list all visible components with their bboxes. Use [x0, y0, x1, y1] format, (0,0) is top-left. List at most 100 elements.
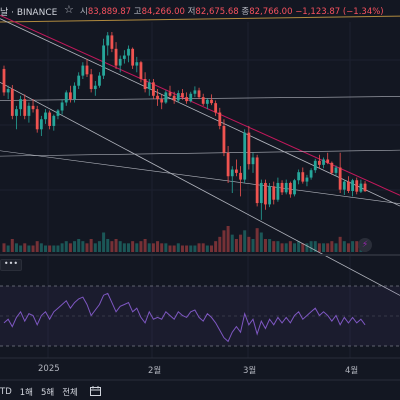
candle-body	[235, 169, 238, 173]
volume-bar	[10, 239, 14, 252]
open-label: 시	[80, 7, 88, 17]
candle-body	[355, 180, 359, 192]
volume-bar	[168, 245, 172, 252]
volume-bar	[255, 228, 259, 252]
volume-bar	[226, 226, 230, 252]
volume-bar	[127, 243, 130, 252]
calendar-range-icon[interactable]	[90, 386, 101, 396]
candle-body	[98, 75, 101, 86]
volume-bar	[342, 241, 346, 252]
change-value: −1,123.87 (−1.34%)	[295, 7, 384, 17]
candle-body	[77, 75, 81, 86]
volume-bar	[64, 241, 68, 252]
candle-body	[73, 85, 76, 100]
volume-bars	[2, 226, 367, 252]
candle-body	[6, 89, 10, 93]
volume-bar	[85, 243, 89, 252]
volume-bar	[263, 239, 267, 252]
symbol-label[interactable]: 날 · BINANCE	[0, 8, 58, 18]
volume-bar	[280, 243, 284, 252]
candle-body	[255, 157, 259, 204]
candle-body	[313, 160, 317, 171]
candle-body	[131, 48, 135, 66]
candle-body	[268, 186, 271, 205]
volume-bar	[139, 241, 143, 252]
candle-body	[44, 112, 47, 120]
candle-body	[10, 89, 14, 116]
candle-body	[102, 45, 105, 76]
candle-body	[23, 99, 27, 116]
range-5y[interactable]: 5해	[40, 388, 55, 398]
volume-bar	[193, 245, 197, 252]
volume-bar	[326, 243, 330, 252]
candle-body	[251, 157, 255, 165]
volume-bar	[68, 243, 72, 252]
volume-bar	[176, 243, 180, 252]
candle-body	[193, 90, 197, 94]
range-bar: TD 1해 5해 전체	[0, 384, 400, 400]
volume-bar	[210, 245, 213, 252]
candle-body	[147, 82, 151, 90]
candle-body	[2, 68, 6, 93]
chart-header: 날 · BINANCE ☆ 시83,889.87 고84,266.00 저82,…	[0, 0, 400, 22]
volume-bar	[218, 236, 222, 252]
x-axis-label-2025: 2025	[38, 364, 60, 374]
rsi-line	[3, 292, 366, 343]
volume-bar	[118, 241, 122, 252]
candle-body	[15, 109, 18, 116]
candle-body	[189, 93, 193, 102]
volume-bar	[164, 243, 168, 252]
ohlc-readout: 시83,889.87 고84,266.00 저82,675.68 종82,766…	[80, 5, 384, 17]
candlesticks	[2, 32, 367, 220]
range-all[interactable]: 전체	[62, 388, 78, 398]
volume-bar	[301, 243, 305, 252]
volume-bar	[297, 241, 301, 252]
candle-body	[143, 79, 147, 90]
candle-body	[114, 48, 118, 66]
candle-body	[176, 93, 180, 101]
candle-body	[363, 183, 367, 192]
lower-diagonal-line	[0, 150, 400, 204]
volume-bar	[259, 232, 263, 252]
candle-body	[48, 112, 52, 126]
candle-body	[197, 90, 201, 98]
candle-body	[64, 92, 68, 103]
volume-bar	[334, 243, 338, 252]
volume-bar	[131, 241, 135, 252]
candle-body	[85, 65, 89, 75]
x-axis-label-feb: 2월	[148, 366, 162, 376]
candle-body	[106, 35, 110, 46]
range-1y[interactable]: 1해	[19, 388, 33, 398]
star-outline-icon[interactable]: ☆	[64, 3, 74, 16]
candle-body	[39, 119, 43, 130]
volume-bar	[230, 234, 234, 252]
candle-body	[139, 62, 143, 79]
candle-body	[359, 183, 363, 192]
candle-body	[272, 186, 276, 200]
indicator-toggle-button[interactable]: •••	[0, 259, 22, 271]
volume-bar	[156, 241, 160, 252]
volume-bar	[330, 241, 334, 252]
volume-bar	[305, 243, 309, 252]
volume-bar	[31, 245, 35, 252]
range-td[interactable]: TD	[0, 387, 12, 397]
candle-body	[60, 102, 64, 111]
volume-bar	[272, 241, 276, 252]
candle-body	[276, 182, 280, 200]
candle-body	[347, 181, 350, 191]
candle-body	[127, 48, 130, 56]
volume-bar	[56, 245, 60, 252]
volume-bar	[143, 239, 147, 252]
high-value: 84,266.00	[141, 7, 185, 17]
candle-body	[181, 93, 184, 98]
volume-bar	[317, 243, 321, 252]
volume-bar	[288, 241, 292, 252]
lightning-icon[interactable]: ⚡	[358, 238, 372, 252]
candle-body	[164, 92, 168, 103]
candle-body	[342, 181, 346, 190]
candle-body	[309, 170, 313, 178]
volume-bar	[97, 241, 101, 252]
volume-bar	[355, 241, 359, 252]
candle-body	[201, 97, 205, 104]
